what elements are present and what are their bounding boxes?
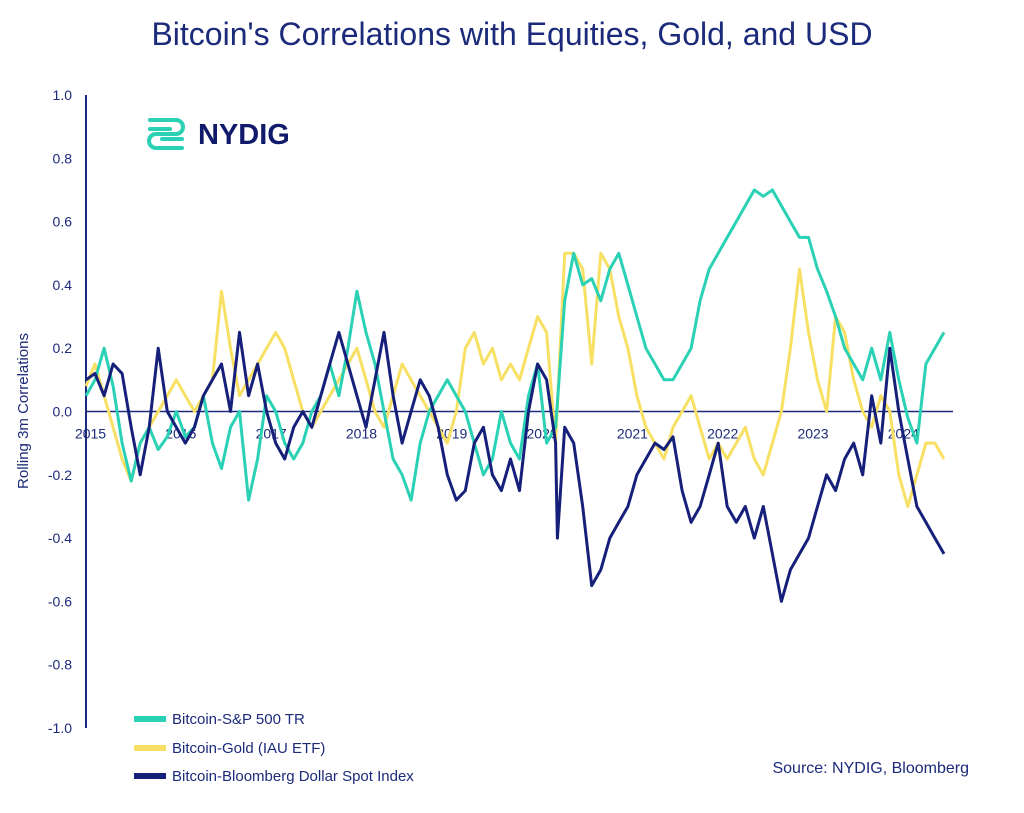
y-tick-label: 0.2	[53, 340, 73, 356]
nydig-logo: NYDIG	[147, 118, 290, 151]
y-tick-label: 0.4	[53, 277, 73, 293]
x-tick-label: 2017	[256, 426, 287, 442]
y-tick-label: -0.8	[48, 657, 72, 673]
y-tick-label: -1.0	[48, 720, 72, 736]
nydig-logo-icon	[147, 118, 185, 150]
legend-label-sp500: Bitcoin-S&P 500 TR	[172, 711, 305, 728]
series-lines	[84, 188, 946, 603]
legend: Bitcoin-S&P 500 TR Bitcoin-Gold (IAU ETF…	[134, 711, 414, 785]
y-axis-label: Rolling 3m Correlations	[15, 333, 32, 489]
y-tick-label: -0.6	[48, 593, 72, 609]
source-note: Source: NYDIG, Bloomberg	[772, 760, 969, 777]
y-tick-label: -0.4	[48, 530, 72, 546]
series-line-sp500	[84, 188, 946, 502]
logo-text: NYDIG	[198, 119, 290, 151]
y-tick-label: 0.6	[53, 214, 73, 230]
x-tick-label: 2015	[75, 426, 106, 442]
y-tick-label: -0.2	[48, 467, 72, 483]
y-tick-label: 0.8	[53, 150, 73, 166]
x-tick-label: 2018	[346, 426, 377, 442]
chart-title: Bitcoin's Correlations with Equities, Go…	[151, 16, 873, 52]
series-line-usd	[85, 330, 946, 603]
x-tick-label: 2021	[617, 426, 648, 442]
x-tick-label: 2023	[797, 426, 828, 442]
series-line-gold	[84, 251, 946, 508]
x-tick-label: 2022	[707, 426, 738, 442]
y-tick-label: 1.0	[53, 87, 73, 103]
legend-label-gold: Bitcoin-Gold (IAU ETF)	[172, 740, 325, 757]
legend-label-usd: Bitcoin-Bloomberg Dollar Spot Index	[172, 768, 414, 785]
y-tick-label: 0.0	[53, 404, 73, 420]
y-tick-labels: 1.0 0.8 0.6 0.4 0.2 0.0 -0.2 -0.4 -0.6 -0.8 -1.0	[48, 87, 72, 736]
